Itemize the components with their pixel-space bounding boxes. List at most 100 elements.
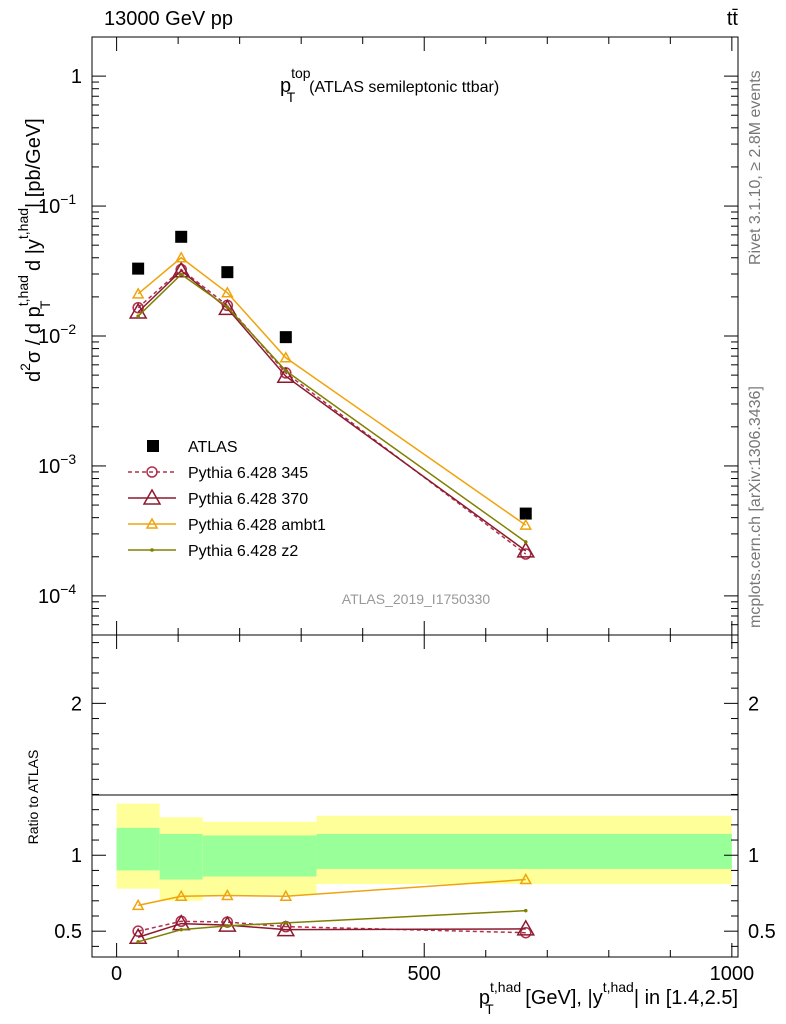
main-y-tick-label: 10−1 <box>38 191 76 218</box>
point-ambt1 <box>174 251 188 263</box>
legend-marker-p345 <box>146 466 158 478</box>
ratio-point-ambt1 <box>519 872 533 885</box>
ratio-bands <box>116 803 732 901</box>
ratio-point-p370 <box>516 919 536 936</box>
ratio-line-p345 <box>137 920 526 934</box>
plot-title: ptop T (ATLAS semileptonic ttbar) <box>280 65 499 105</box>
ratio-point-z2 <box>179 927 184 932</box>
main-y-tick-label: 10−4 <box>38 581 76 608</box>
main-y-tick-exp: −4 <box>60 581 76 597</box>
main-y-tick-exp: −2 <box>60 321 76 337</box>
legend-label-ambt1: Pythia 6.428 ambt1 <box>188 517 326 534</box>
legend-entry-p345: Pythia 6.428 345 <box>128 465 308 482</box>
ratio-point-z2 <box>284 921 288 925</box>
main-y-tick-base: 10 <box>38 196 60 218</box>
x-tick-label: 1000 <box>710 963 755 985</box>
main-x-ticks <box>116 37 733 635</box>
ratio-band-inner <box>116 827 160 871</box>
ratio-band-inner <box>159 833 203 880</box>
ylabel-sup-thad: t,had <box>15 275 31 306</box>
ratio-line-ambt1 <box>137 878 526 907</box>
series-line-ambt1 <box>137 256 527 526</box>
main-y-tick-label: 1 <box>71 66 82 88</box>
title-suffix: (ATLAS semileptonic ttbar) <box>309 79 499 96</box>
rivet-label: Rivet 3.1.10, ≥ 2.8M events <box>747 70 764 265</box>
main-series-layer <box>128 230 536 560</box>
ratio-ylabel: Ratio to ATLAS <box>25 750 41 845</box>
ratio-y-tick-label: 1 <box>71 845 82 867</box>
ratio-point-p345 <box>519 926 532 939</box>
xlabel-range: | in [1.4,2.5] <box>634 987 738 1009</box>
main-panel: 110−110−210−310−4 ptop T(ATLAS semilepton… <box>15 36 739 636</box>
ratio-line-p370 <box>137 922 526 938</box>
ratio-band-inner <box>316 833 732 869</box>
ratio-series-layer <box>128 872 536 945</box>
legend-entry-ambt1: Pythia 6.428 ambt1 <box>128 517 326 534</box>
ylabel-dy: d |y <box>23 239 45 276</box>
series-p345 <box>132 263 532 560</box>
ratio-point-z2 <box>523 908 528 913</box>
xlabel-p: p <box>479 987 490 1009</box>
point-atlas <box>519 507 532 520</box>
point-ambt1 <box>279 351 293 363</box>
ratio-point-p370 <box>218 915 237 932</box>
legend-label-atlas: ATLAS <box>188 439 238 456</box>
watermark: ATLAS_2019_I1750330 <box>342 591 491 607</box>
legend-marker-atlas <box>147 440 159 452</box>
point-z2 <box>225 305 230 309</box>
legend: ATLAS Pythia 6.428 345 Pythia 6.428 370 … <box>128 439 326 560</box>
ratio-y-tick-label: 0.5 <box>54 921 82 943</box>
legend-marker-z2 <box>150 548 154 552</box>
point-z2 <box>136 314 140 319</box>
legend-entry-z2: Pythia 6.428 z2 <box>128 543 298 560</box>
ratio-x-ticks: 0 500 1000 <box>111 635 754 985</box>
main-y-tick-base: 1 <box>71 66 82 88</box>
main-y-tick-base: 10 <box>38 586 60 608</box>
ylabel-sup-thad2: t,had <box>15 208 31 239</box>
ratio-point-p370 <box>276 920 296 937</box>
mcplots-label: mcplots.cern.ch [arXiv:1306.3436] <box>747 386 764 628</box>
point-z2 <box>523 540 528 544</box>
ratio-band-inner <box>202 835 317 877</box>
series-p370 <box>128 261 536 558</box>
title-sup: top <box>291 65 311 81</box>
main-y-tick-exp: −3 <box>60 451 76 467</box>
ylabel-units: | [pb/GeV] <box>23 118 45 208</box>
point-ambt1 <box>519 518 533 530</box>
ylabel-sub-T: T <box>37 300 53 309</box>
ratio-point-ambt1 <box>221 888 234 901</box>
ylabel-sigma: σ / d p <box>23 306 45 363</box>
series-z2 <box>136 272 528 544</box>
x-tick-label: 0 <box>111 963 122 985</box>
main-y-tick-label: 10−2 <box>38 321 76 348</box>
ratio-y-ticks: 0.5 0.5 1 1 2 2 <box>54 642 776 947</box>
legend-label-p370: Pythia 6.428 370 <box>188 491 308 508</box>
legend-entry-atlas: ATLAS <box>147 439 238 456</box>
header-left: 13000 GeV pp <box>104 8 233 30</box>
main-y-ticks: 110−110−210−310−4 <box>38 36 738 636</box>
point-atlas <box>221 266 234 279</box>
ylabel-sup2: 2 <box>17 363 33 371</box>
ratio-point-ambt1 <box>174 889 188 901</box>
point-ambt1 <box>131 287 145 299</box>
point-atlas <box>279 331 292 344</box>
point-ambt1 <box>221 286 234 298</box>
series-atlas <box>132 230 532 520</box>
xlabel-units: [GeV], |y <box>520 987 603 1009</box>
legend-label-z2: Pythia 6.428 z2 <box>188 543 298 560</box>
ratio-point-ambt1 <box>131 898 145 911</box>
ratio-point-ambt1 <box>279 889 293 901</box>
point-z2 <box>179 272 184 277</box>
point-p370 <box>516 541 536 558</box>
ratio-series-ambt1 <box>131 872 533 911</box>
main-ylabel: d2σ / d pt,had T d |yt,had| [pb/GeV] <box>15 118 53 382</box>
ratio-y-tick-label: 2 <box>71 693 82 715</box>
main-y-tick-exp: −1 <box>60 191 76 207</box>
x-axis-label: pt,had T [GeV], |yt,had| in [1.4,2.5] <box>479 979 738 1017</box>
legend-marker-ambt1 <box>145 517 159 529</box>
ratio-point-p345 <box>132 925 144 937</box>
legend-label-p345: Pythia 6.428 345 <box>188 465 308 482</box>
legend-entry-p370: Pythia 6.428 370 <box>128 488 308 508</box>
title-main: p <box>280 75 291 97</box>
